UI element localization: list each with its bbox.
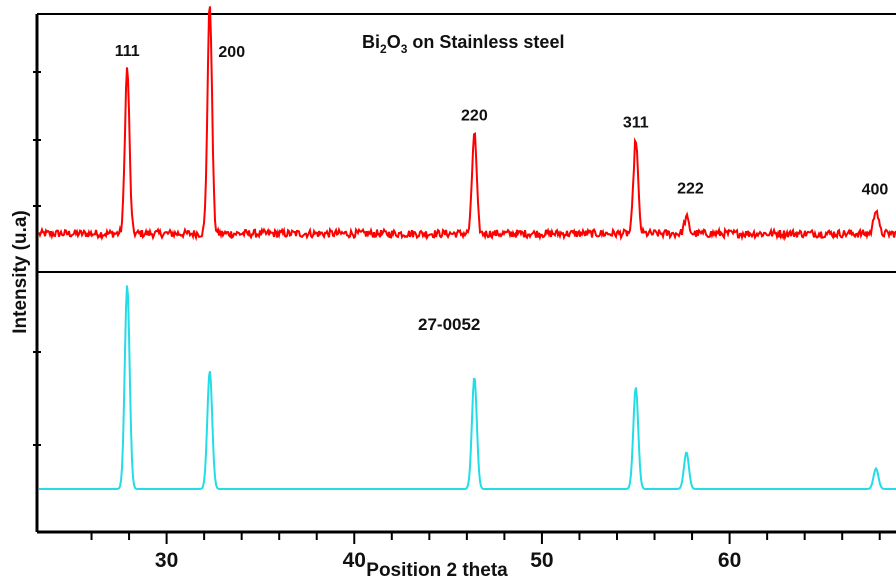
peak-label-200: 200 [218, 44, 245, 61]
x-tick-label-60: 60 [718, 549, 741, 572]
title-sub-3: 3 [401, 42, 408, 56]
title-sub-2: 2 [380, 42, 387, 56]
peak-label-222: 222 [677, 181, 704, 198]
series-group [38, 6, 896, 490]
y-axis-label: Intensity (u.a) [10, 210, 31, 334]
x-tick-label-30: 30 [155, 549, 178, 572]
reference-label: 27-0052 [418, 315, 480, 334]
peak-label-311: 311 [623, 114, 649, 131]
x-tick-marks: 30 40 50 60 [90, 532, 881, 572]
x-tick-label-50: 50 [530, 549, 553, 572]
series-line-1 [39, 285, 896, 490]
x-axis-label: Position 2 theta [366, 560, 508, 580]
x-tick-label-40: 40 [343, 549, 366, 572]
peak-label-111: 111 [115, 43, 140, 60]
peak-label-220: 220 [461, 107, 488, 124]
title-o: O [387, 32, 401, 52]
title-bi: Bi [362, 32, 380, 52]
series-line-0 [38, 6, 896, 242]
peak-labels: 111 200 220 311 222 400 [115, 43, 889, 198]
peak-label-400: 400 [862, 181, 889, 198]
title-rest: on Stainless steel [407, 32, 564, 52]
y-tick-marks [33, 71, 41, 446]
chart-title: Bi2O3 on Stainless steel [362, 32, 564, 56]
